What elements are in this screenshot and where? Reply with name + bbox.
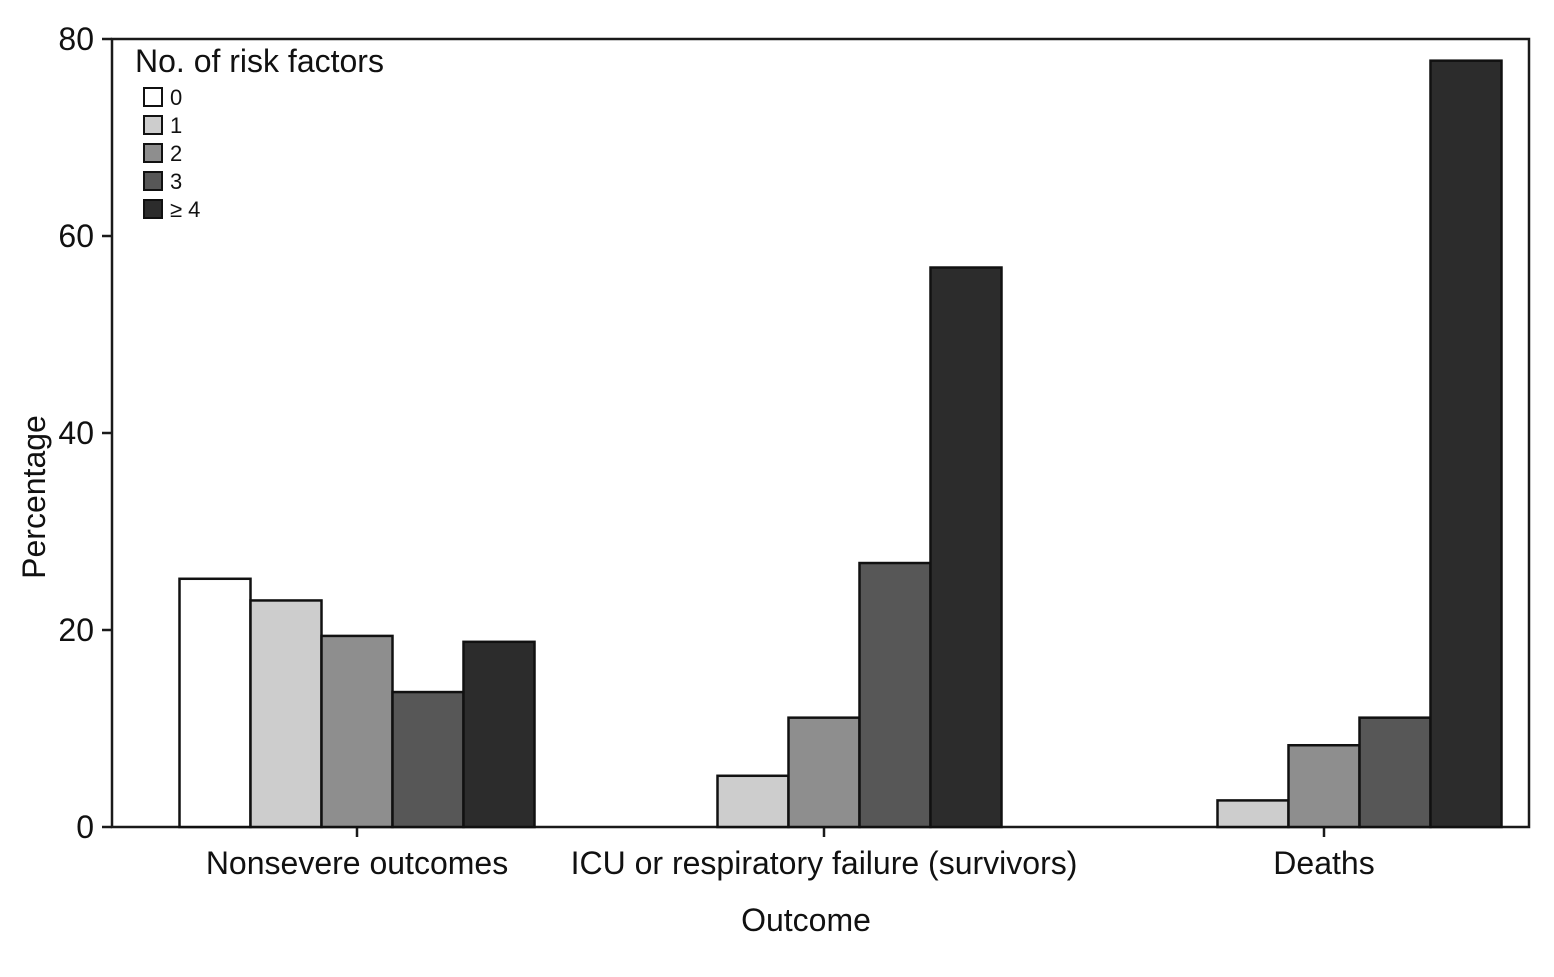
legend-label: ≥ 4 (170, 197, 200, 222)
bar-3-0 (391, 690, 465, 829)
bar-3-1 (858, 561, 932, 829)
bar-1-0 (249, 599, 323, 829)
bar-4-2 (1429, 59, 1503, 829)
bar-4-1 (929, 266, 1003, 829)
y-tick-label: 20 (58, 612, 94, 648)
legend-label: 2 (170, 141, 182, 166)
bar-2-1 (787, 716, 861, 829)
right-margin (1535, 0, 1554, 972)
legend-swatch (143, 143, 163, 163)
legend-swatch (143, 171, 163, 191)
y-tick-label: 80 (58, 21, 94, 57)
legend-swatch (143, 199, 163, 219)
y-tick-label: 60 (58, 218, 94, 254)
bar-4-0 (462, 640, 536, 829)
bar-1-2 (1216, 799, 1290, 829)
bar-1-1 (716, 774, 790, 829)
legend: No. of risk factors 0 1 2 3 ≥ 4 (135, 43, 384, 222)
y-axis: 0 20 40 60 80 (58, 21, 112, 845)
legend-swatch (143, 87, 163, 107)
bottom-margin (0, 915, 1554, 972)
bar-0-0 (178, 577, 252, 829)
x-axis-label: Outcome (741, 902, 871, 938)
bar-2-2 (1287, 743, 1361, 829)
x-axis: Nonsevere outcomes ICU or respiratory fai… (206, 827, 1375, 881)
bar-3-2 (1358, 716, 1432, 829)
y-tick-label: 0 (76, 809, 94, 845)
y-tick-label: 40 (58, 415, 94, 451)
legend-label: 1 (170, 113, 182, 138)
y-axis-label: Percentage (16, 415, 52, 579)
legend-label: 0 (170, 85, 182, 110)
legend-swatch (143, 115, 163, 135)
legend-label: 3 (170, 169, 182, 194)
bars (178, 59, 1503, 829)
legend-title: No. of risk factors (135, 43, 384, 79)
bar-2-0 (320, 634, 394, 829)
x-tick-label: Nonsevere outcomes (206, 845, 508, 881)
x-tick-label: Deaths (1273, 845, 1374, 881)
x-tick-label: ICU or respiratory failure (survivors) (571, 845, 1078, 881)
